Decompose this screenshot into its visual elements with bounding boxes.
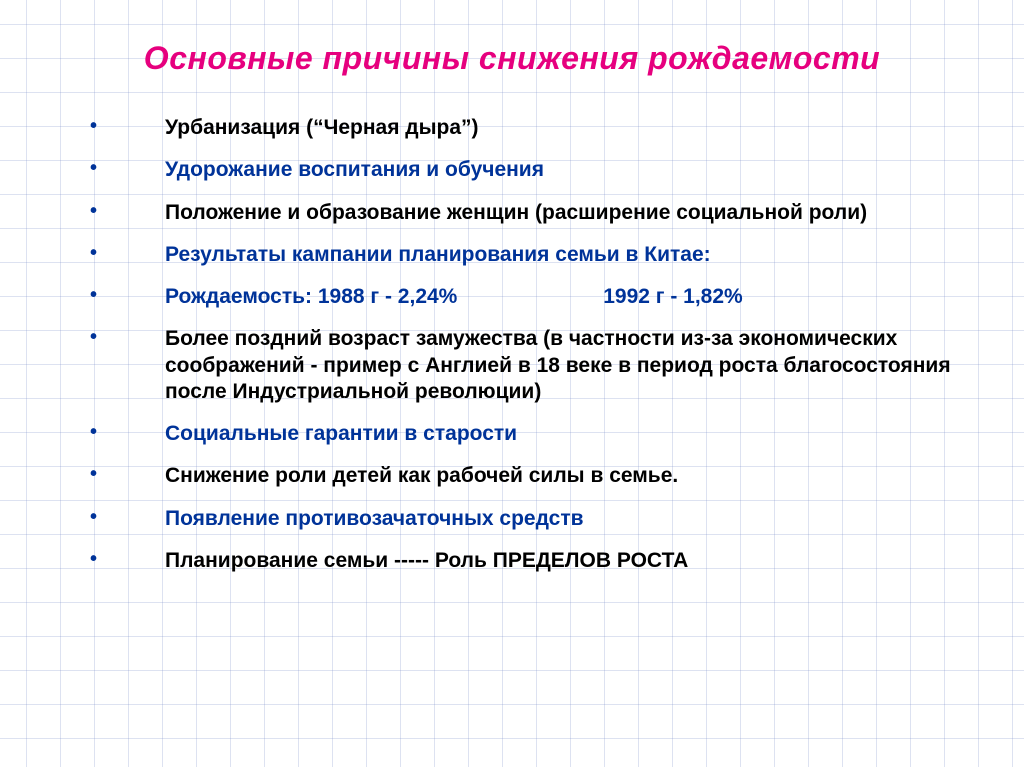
slide-title: Основные причины снижения рождаемости xyxy=(60,40,964,77)
bullet-item: Удорожание воспитания и обучения xyxy=(90,157,964,183)
bullet-item: Более поздний возраст замужества (в част… xyxy=(90,326,964,405)
bullet-item: Положение и образование женщин (расширен… xyxy=(90,200,964,226)
slide-content: Основные причины снижения рождаемости Ур… xyxy=(0,0,1024,767)
bullet-item: Социальные гарантии в старости xyxy=(90,421,964,447)
bullet-item: Результаты кампании планирования семьи в… xyxy=(90,242,964,268)
bullet-item: Рождаемость: 1988 г - 2,24% 1992 г - 1,8… xyxy=(90,284,964,310)
bullet-item: Урбанизация (“Черная дыра”) xyxy=(90,115,964,141)
bullet-item: Снижение роли детей как рабочей силы в с… xyxy=(90,463,964,489)
bullet-item: Планирование семьи ----- Роль ПРЕДЕЛОВ Р… xyxy=(90,548,964,574)
bullet-list: Урбанизация (“Черная дыра”) Удорожание во… xyxy=(60,115,964,574)
bullet-item: Появление противозачаточных средств xyxy=(90,506,964,532)
